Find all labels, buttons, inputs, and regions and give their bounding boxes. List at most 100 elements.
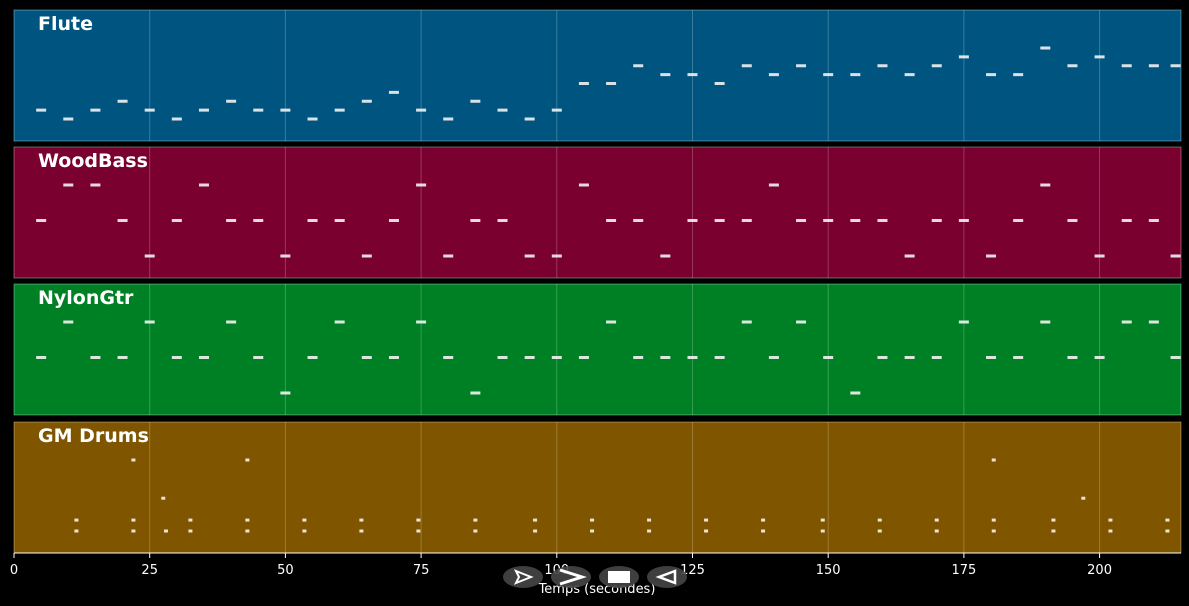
note-mark [443,117,454,121]
note-mark [714,356,725,359]
note-mark [245,529,250,533]
note-mark [934,529,939,533]
note-mark [714,219,725,222]
stop-button[interactable] [599,566,639,588]
note-mark [131,518,136,522]
note-mark [302,529,307,533]
note-mark [820,518,825,522]
note-mark [1170,356,1181,359]
control-button-shape[interactable] [647,566,687,588]
note-mark [820,529,825,533]
note-mark [359,518,364,522]
note-mark [131,458,136,462]
note-mark [551,356,562,359]
note-mark [198,183,209,187]
note-mark [90,356,101,359]
track-background [13,146,1182,279]
note-mark [226,99,237,103]
note-mark [90,183,101,187]
note-mark [578,183,589,187]
note-mark [524,356,535,359]
note-mark [1051,529,1056,533]
note-mark [991,529,996,533]
play-button[interactable] [551,566,591,588]
note-mark [796,64,807,68]
note-mark [877,518,882,522]
note-mark [687,73,698,77]
note-mark [131,529,136,533]
note-mark [245,518,250,522]
note-mark [633,219,644,222]
rewind-button[interactable] [503,566,543,588]
note-mark [633,356,644,359]
note-mark [1170,254,1181,258]
note-mark [1040,183,1051,187]
note-mark [877,356,888,359]
note-mark [473,518,478,522]
note-mark [63,320,74,324]
note-mark [1040,46,1051,50]
note-mark [904,73,915,77]
note-mark [361,99,372,103]
note-mark [416,183,427,187]
x-tick-label: 25 [141,563,158,578]
x-tick-label: 175 [951,563,976,578]
note-mark [307,356,318,359]
note-mark [1081,496,1086,500]
note-mark [533,529,538,533]
note-mark [850,219,861,222]
note-mark [761,529,766,533]
note-mark [533,518,538,522]
note-mark [470,391,481,395]
note-mark [850,73,861,77]
note-mark [823,219,834,222]
note-mark [1148,64,1159,68]
note-mark [524,117,535,121]
note-mark [877,529,882,533]
note-mark [768,73,779,77]
note-mark [188,518,193,522]
note-mark [934,518,939,522]
note-mark [63,117,74,121]
note-mark [497,108,508,112]
note-mark [90,108,101,112]
note-mark [986,356,997,359]
note-mark [198,356,209,359]
note-mark [687,219,698,222]
note-mark [660,356,671,359]
note-mark [74,518,79,522]
note-mark [163,529,168,533]
x-axis: 0255075100125150175200 [10,552,1181,578]
note-mark [416,320,427,324]
note-mark [416,108,427,112]
note-mark [687,356,698,359]
x-tick-label: 150 [816,563,841,578]
note-mark [986,73,997,77]
note-mark [823,73,834,77]
track-background [13,9,1182,142]
note-mark [991,518,996,522]
note-mark [1148,219,1159,222]
note-mark [931,64,942,68]
note-mark [1040,320,1051,324]
note-mark [1067,64,1078,68]
track-panel: WoodBass [13,146,1182,279]
note-mark [416,518,421,522]
note-mark [768,356,779,359]
back-button[interactable] [647,566,687,588]
control-button-shape[interactable] [503,566,543,588]
note-mark [144,108,155,112]
track-label: NylonGtr [38,287,134,309]
track-panel: GM Drums [13,421,1182,554]
track-panel: Flute [13,9,1182,142]
note-mark [470,219,481,222]
note-mark [1121,219,1132,222]
note-mark [931,219,942,222]
note-mark [704,529,709,533]
note-mark [796,320,807,324]
x-tick-label: 75 [413,563,430,578]
note-mark [388,90,399,94]
note-mark [497,356,508,359]
note-mark [416,529,421,533]
